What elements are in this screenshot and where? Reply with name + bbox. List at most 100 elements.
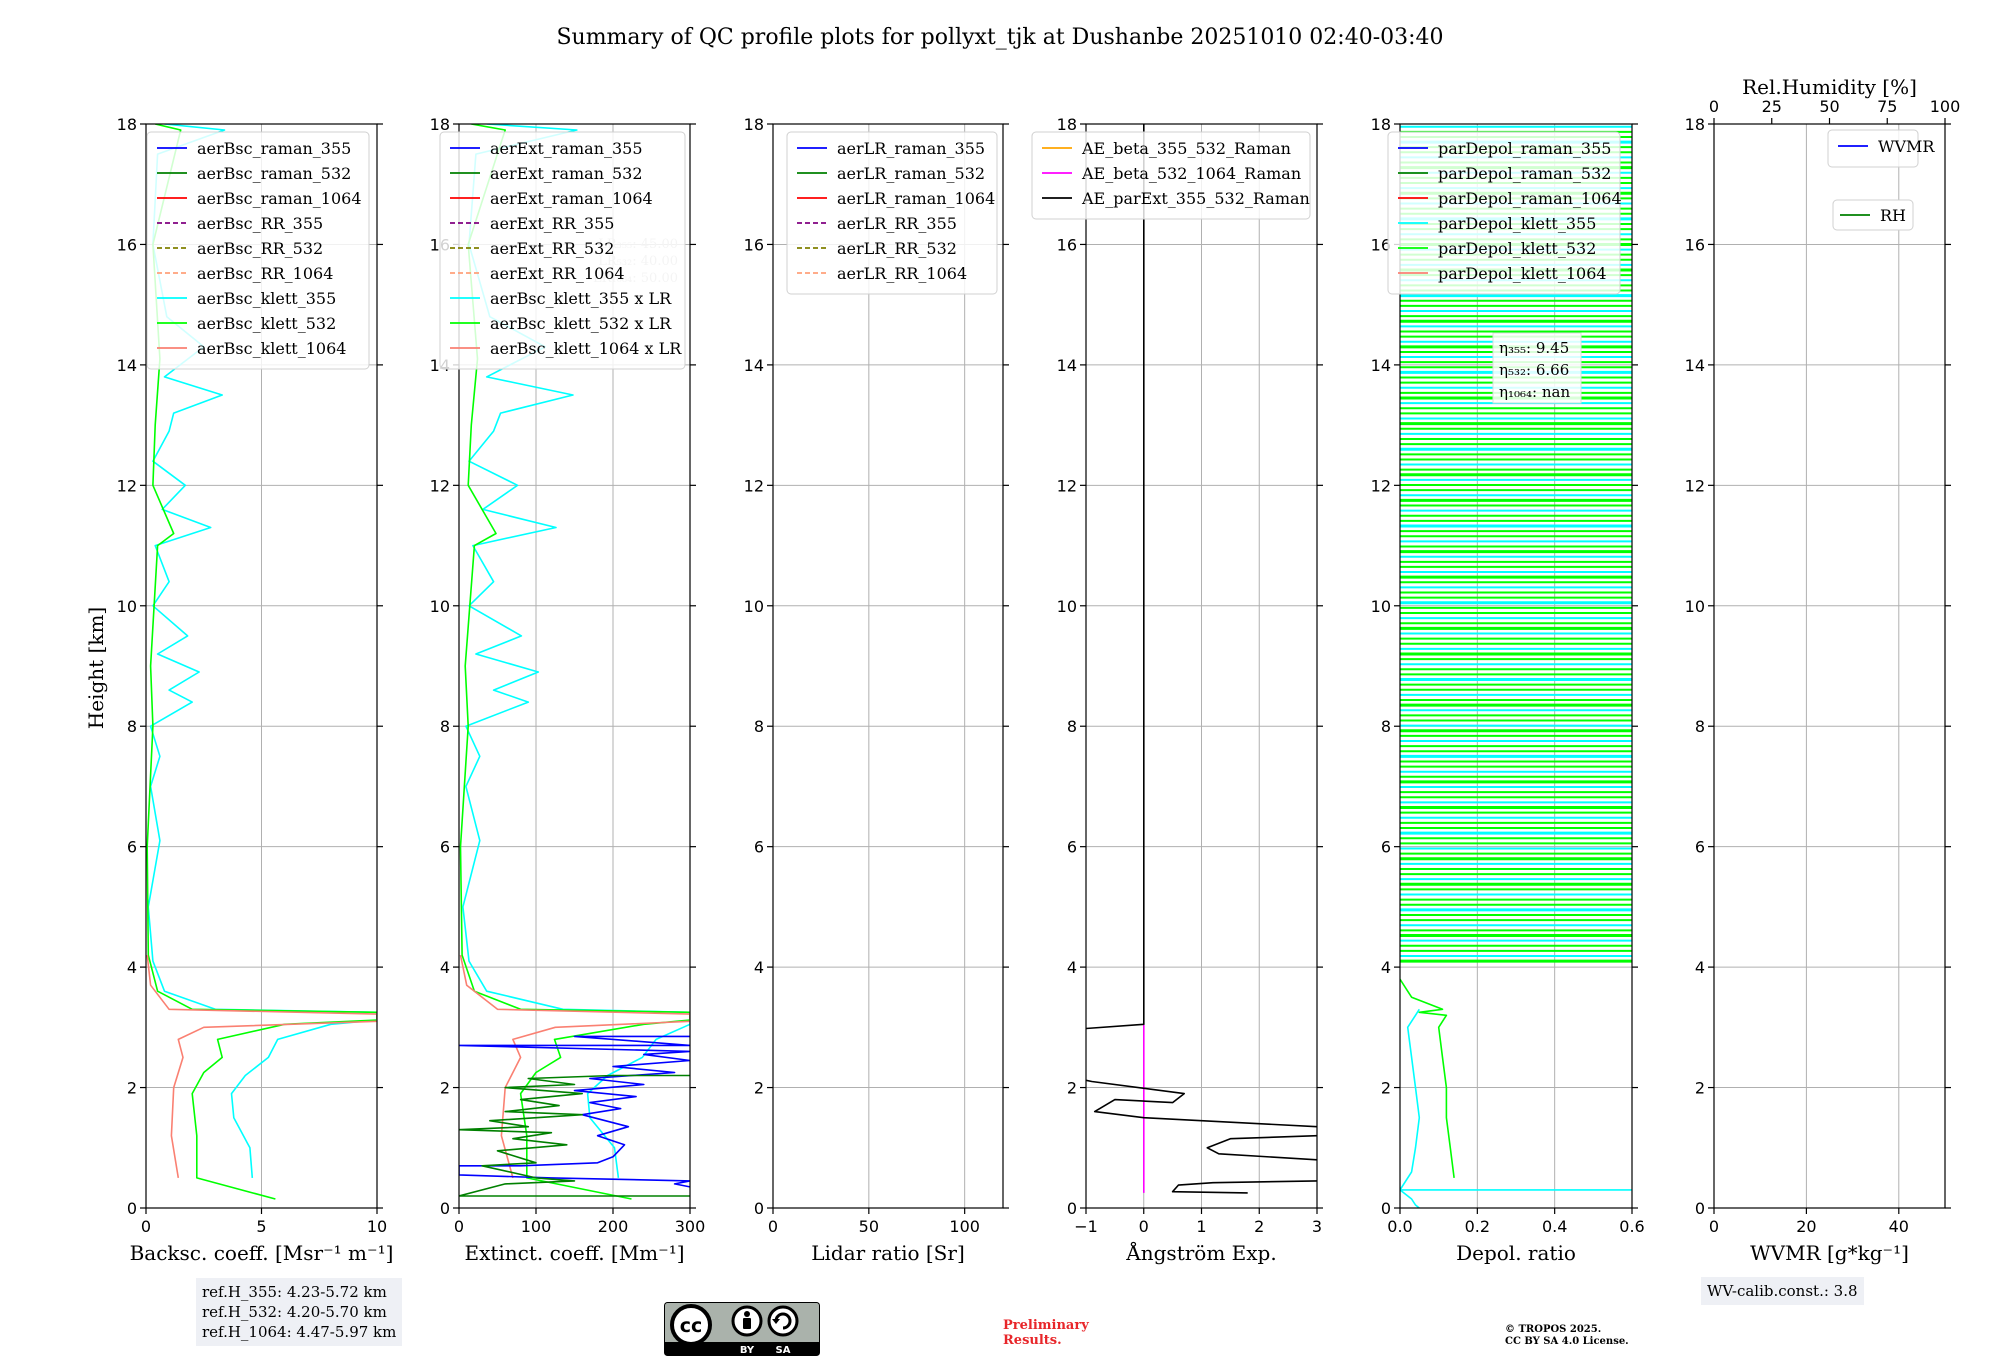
sa-label: SA xyxy=(776,1345,791,1356)
y-tick-label: 2 xyxy=(440,1079,450,1098)
y-tick-label: 6 xyxy=(440,838,450,857)
legend-entry: aerBsc_klett_532 x LR xyxy=(490,314,672,333)
x-tick-label: 0 xyxy=(454,1217,464,1236)
cc-circle-icon xyxy=(670,1304,712,1346)
preliminary-results-note: Preliminary Results. xyxy=(1003,1318,1089,1348)
axes-frame xyxy=(772,123,1004,1209)
legend-entry: parDepol_raman_1064 xyxy=(1438,189,1622,208)
reference-height-box: ref.H_355: 4.23-5.72 km ref.H_532: 4.20-… xyxy=(196,1278,403,1346)
x-tick-label: 3 xyxy=(1312,1217,1322,1236)
wv-calib-text: WV-calib.const.: 3.8 xyxy=(1707,1282,1858,1300)
eta-label: η₁₀₆₄: nan xyxy=(1499,383,1570,401)
figure-title: Summary of QC profile plots for pollyxt_… xyxy=(556,25,1443,50)
legend-entry: aerLR_RR_1064 xyxy=(837,264,967,283)
top-tick-label: 100 xyxy=(1930,97,1961,116)
x-tick-label: 0 xyxy=(768,1217,778,1236)
y-tick-label: 14 xyxy=(1057,356,1077,375)
legend-box xyxy=(439,131,686,370)
x-tick-label: 0.0 xyxy=(1387,1217,1412,1236)
legend-entry: aerBsc_raman_1064 xyxy=(197,189,362,208)
x-axis-label: Backsc. coeff. [Msr⁻¹ m⁻¹] xyxy=(130,1241,394,1265)
axes-frame xyxy=(458,123,691,1209)
y-tick-label: 16 xyxy=(744,235,764,254)
by-label: BY xyxy=(740,1345,755,1356)
x-tick-label: 300 xyxy=(675,1217,706,1236)
legend-entry: aerLR_raman_355 xyxy=(837,139,985,158)
y-tick-label: 6 xyxy=(1695,838,1705,857)
x-tick-label: 20 xyxy=(1796,1217,1816,1236)
y-tick-label: 0 xyxy=(127,1199,137,1218)
y-tick-label: 8 xyxy=(754,717,764,736)
y-tick-label: 18 xyxy=(1685,115,1705,134)
license-badge-strip xyxy=(665,1342,819,1355)
y-tick-label: 4 xyxy=(127,958,137,977)
y-tick-label: 12 xyxy=(430,476,450,495)
legend-entry: aerBsc_klett_532 xyxy=(197,314,336,333)
prelim-line-2: Results. xyxy=(1003,1333,1062,1348)
legend-bsc: aerBsc_raman_355 aerBsc_raman_532 aerBsc_r… xyxy=(146,131,370,370)
y-tick-label: 18 xyxy=(744,115,764,134)
legend-entry: parDepol_raman_532 xyxy=(1438,164,1611,183)
legend-box xyxy=(1031,131,1311,220)
top-axis-label: Rel.Humidity [%] xyxy=(1742,75,1917,99)
eta-box xyxy=(1492,332,1582,404)
share-alike-icon xyxy=(767,1305,799,1337)
y-tick-label: 10 xyxy=(1371,597,1391,616)
legend-entry: aerBsc_RR_1064 xyxy=(197,264,333,283)
series-aerBsc_klett_355 xyxy=(147,124,377,1178)
y-tick-label: 2 xyxy=(1695,1079,1705,1098)
x-tick-label: 100 xyxy=(949,1217,980,1236)
y-tick-label: 12 xyxy=(744,476,764,495)
y-tick-label: 0 xyxy=(1381,1199,1391,1218)
copyright-line-1: © TROPOS 2025. xyxy=(1505,1324,1602,1335)
legend-entry: aerExt_raman_1064 xyxy=(490,189,653,208)
eta-label: η₃₅₅: 9.45 xyxy=(1499,339,1569,357)
y-tick-label: 4 xyxy=(1067,958,1077,977)
y-tick-label: 18 xyxy=(1057,115,1077,134)
legend-entry: aerBsc_raman_532 xyxy=(197,164,351,183)
series-aerBsc_klett_1064 xyxy=(146,955,377,1179)
x-axis-label: Extinct. coeff. [Mm⁻¹] xyxy=(464,1241,684,1265)
legend-entry: aerExt_RR_532 xyxy=(490,239,614,258)
x-tick-label: 40 xyxy=(1889,1217,1909,1236)
panel-bsc: 0 2 4 6 8 10 12 14 16 18 0 5 10 Backsc. coeff. [Msr⁻¹… xyxy=(117,115,394,1265)
x-tick-label: 5 xyxy=(256,1217,266,1236)
legend-box xyxy=(1827,129,1919,168)
legend-entry: RH xyxy=(1880,206,1906,225)
legend-entry: aerLR_raman_532 xyxy=(837,164,985,183)
x-tick-label: 0 xyxy=(141,1217,151,1236)
legend-entry: aerExt_raman_355 xyxy=(490,139,643,158)
y-tick-label: 4 xyxy=(754,958,764,977)
x-tick-label: 100 xyxy=(521,1217,552,1236)
series-parDepol_klett_355 xyxy=(1400,1189,1632,1208)
legend-entry: aerBsc_klett_1064 xyxy=(197,339,346,358)
series-aerBsc_klett_532 x LR xyxy=(459,124,690,1200)
series-aerBsc_klett_1064 x LR xyxy=(459,954,690,1179)
y-tick-label: 6 xyxy=(127,838,137,857)
legend-entry: aerLR_RR_355 xyxy=(837,214,957,233)
legend-entry: aerBsc_raman_355 xyxy=(197,139,351,158)
y-tick-label: 2 xyxy=(1381,1079,1391,1098)
y-tick-label: 8 xyxy=(1067,717,1077,736)
series-AE_parExt_355_532_Raman xyxy=(1086,124,1145,1030)
x-axis-label: Ångström Exp. xyxy=(1125,1240,1276,1265)
y-tick-label: 6 xyxy=(1381,838,1391,857)
y-tick-label: 14 xyxy=(1685,356,1705,375)
y-tick-label: 10 xyxy=(744,597,764,616)
legend-box xyxy=(146,131,370,370)
legend-depol: parDepol_raman_355 parDepol_raman_532 parD… xyxy=(1387,131,1622,295)
y-tick-label: 12 xyxy=(117,476,137,495)
plot-panels: 0 2 4 6 8 10 12 14 16 18 0 5 10 Backsc. coeff. [Msr⁻¹… xyxy=(117,75,1961,1265)
legend-box-rh xyxy=(1832,199,1914,231)
cc-text: cc xyxy=(680,1315,703,1337)
ref-height-1064: ref.H_1064: 4.47-5.97 km xyxy=(202,1323,397,1341)
y-tick-label: 6 xyxy=(1067,838,1077,857)
ref-height-532: ref.H_532: 4.20-5.70 km xyxy=(202,1303,387,1321)
series-AE_parExt_355_532_Raman xyxy=(1171,1180,1317,1194)
legend-entry: aerBsc_RR_532 xyxy=(197,239,323,258)
series-aerExt_raman_355 xyxy=(459,1035,690,1188)
plot-area-ext xyxy=(459,124,690,1200)
